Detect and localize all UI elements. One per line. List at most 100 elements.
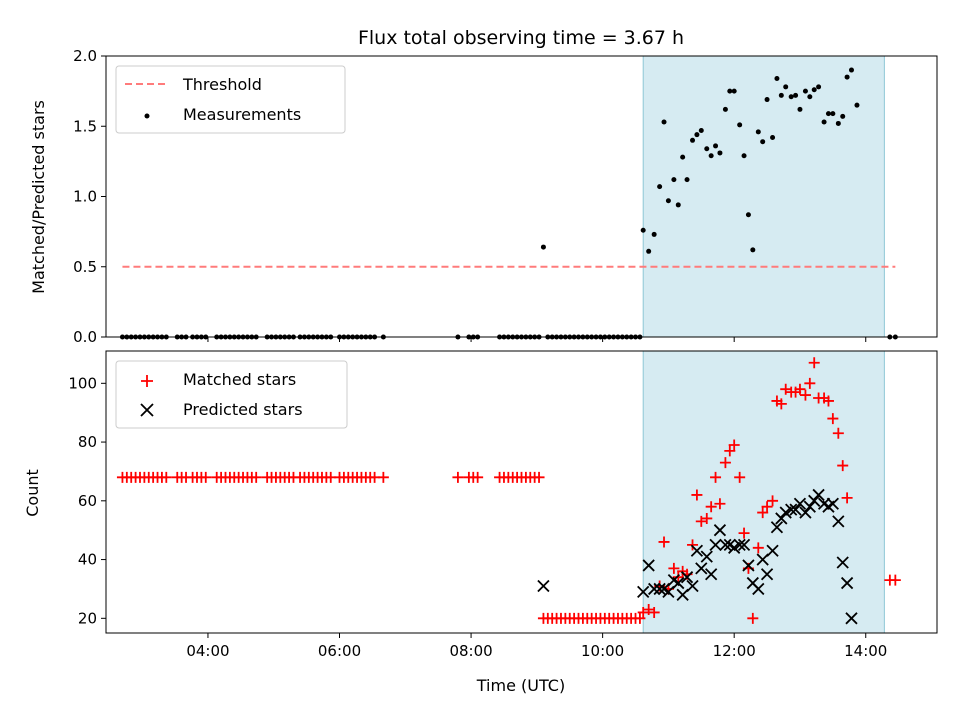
data-point [701,512,713,524]
data-point [822,395,834,407]
data-point [691,489,703,501]
data-point [830,111,836,117]
y-tick-label: 20 [78,609,97,627]
axes-frame [105,350,938,634]
data-point [756,553,769,566]
data-point [741,153,747,159]
bottom-legend: Matched stars Predicted stars [115,360,348,429]
data-point [812,488,825,502]
data-point [803,500,816,513]
data-point [687,539,699,551]
data-point [760,139,766,145]
data-point [789,503,802,516]
data-point [770,134,776,140]
data-point [808,357,820,369]
data-point [472,471,484,483]
data-point [668,562,680,574]
data-point [452,471,464,483]
data-point [799,389,811,401]
data-point [797,106,803,112]
data-point [676,588,689,601]
data-point [827,413,839,425]
data-point [825,111,831,117]
data-point [717,150,723,156]
data-point [713,143,719,149]
data-point [705,568,718,581]
data-point [775,398,787,410]
bottom-y-axis-label: Count [23,469,42,517]
data-point [785,503,798,516]
data-point [684,177,690,183]
data-point [705,501,717,513]
top-legend: Threshold Measurements [115,65,346,134]
data-point [794,383,806,395]
data-point [788,94,794,100]
data-point [764,97,770,103]
data-point [250,471,262,483]
data-point [761,501,773,513]
measurements-legend-label: Measurements [183,105,301,124]
y-tick-label: 2.0 [73,47,97,65]
data-point [734,471,746,483]
data-point [537,579,550,593]
data-point [704,146,710,152]
data-point [200,471,212,483]
y-tick-label: 60 [78,492,97,510]
data-point [793,497,807,510]
data-point [648,582,661,596]
y-tick-label: 40 [78,551,97,569]
bottom-legend-box [115,360,348,429]
data-point [646,248,652,254]
data-point [658,536,670,548]
data-point [642,559,655,572]
shaded-span [642,55,885,338]
data-point [714,498,726,510]
threshold-legend-label: Threshold [182,75,262,94]
data-point [377,471,389,483]
predicted-stars-legend-marker [140,403,154,417]
x-tick-label: 06:00 [318,642,361,660]
data-point [710,471,722,483]
data-point [811,87,817,93]
series-1-0 [116,357,901,624]
data-point [708,153,714,159]
data-point [821,119,827,125]
data-point [808,494,821,507]
matched-stars-legend-label: Matched stars [183,370,296,389]
data-point [845,612,858,625]
x-tick-label: 10:00 [581,642,624,660]
y-tick-label: 100 [68,374,97,392]
data-point [727,88,733,94]
data-point [742,559,755,572]
data-point [722,106,728,112]
data-point [713,524,727,537]
data-point [694,132,700,138]
data-point [760,568,774,581]
data-point [854,102,860,108]
data-point [671,177,677,183]
data-point [778,92,784,98]
data-point [665,198,671,204]
data-point [816,84,822,90]
data-point [686,579,699,593]
data-point [661,119,667,125]
data-point [844,74,850,80]
data-point [804,377,816,389]
data-point [832,427,844,439]
data-point [724,445,736,457]
data-point [774,75,780,81]
data-point [826,497,839,510]
data-point [799,506,812,519]
x-tick-label: 08:00 [449,642,492,660]
data-point [680,154,686,160]
y-tick-label: 0.0 [73,328,97,346]
y-tick-label: 0.5 [73,258,97,276]
data-point [680,571,694,584]
data-point [737,122,743,128]
data-point [802,88,808,94]
data-point [662,585,675,599]
data-point [648,606,660,618]
data-point [757,507,769,519]
y-tick-label: 1.5 [73,117,97,135]
